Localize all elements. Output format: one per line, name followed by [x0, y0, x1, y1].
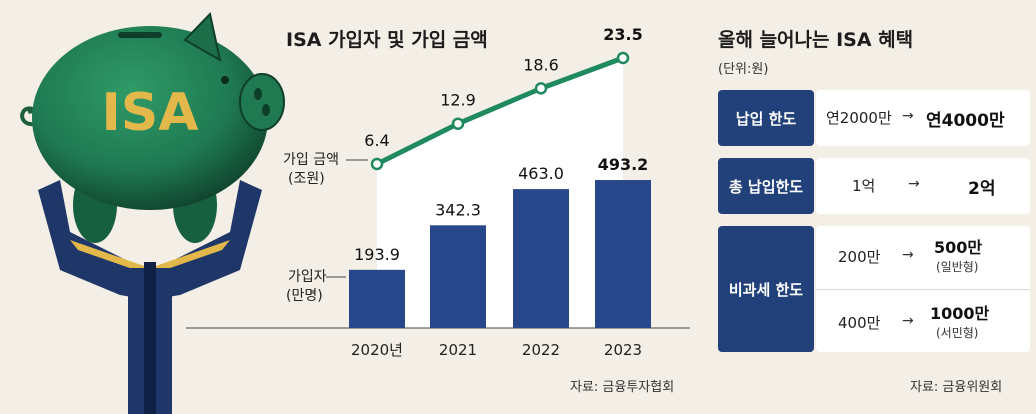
bar-2022 — [513, 189, 569, 328]
benefit-value-box: 연2000만 → 연4000만 — [816, 90, 1030, 146]
line-area-backdrop — [377, 58, 623, 328]
benefit-to: 연4000만 — [926, 111, 1005, 131]
arrow-icon: → — [902, 108, 914, 124]
piggy-bank-illustration: ISA — [20, 11, 285, 414]
line-point — [534, 82, 548, 95]
bar-legend-label: 가입자 — [288, 269, 327, 285]
right-hand — [150, 180, 262, 300]
bar-value-label: 342.3 — [435, 200, 481, 219]
bar-value-label: 493.2 — [598, 155, 649, 174]
line-point — [370, 157, 384, 171]
pig-snout — [239, 73, 285, 131]
line-value-label: 12.9 — [440, 91, 476, 110]
bar-value-label: 193.9 — [354, 245, 400, 264]
divider — [816, 289, 1030, 290]
line-value-label: 23.5 — [603, 25, 642, 44]
benefit-label: 총 납입한도 — [718, 158, 814, 214]
benefit-row-payment-limit: 납입 한도 연2000만 → 연4000만 — [718, 90, 1030, 146]
pig-ear — [183, 11, 222, 62]
arrow-icon: → — [902, 247, 914, 263]
source-left: 자료: 금융투자협회 — [570, 380, 675, 395]
line-value-label: 18.6 — [523, 55, 559, 74]
chart-title: ISA 가입자 및 가입 금액 — [286, 29, 488, 51]
benefit-to-note: (일반형) — [936, 260, 979, 274]
x-tick-label: 2023 — [604, 341, 642, 359]
pig-body — [32, 26, 268, 210]
bar-2023 — [595, 180, 651, 328]
benefit-to: 1000만 — [930, 304, 990, 323]
combo-chart: 193.9 342.3 463.0 493.2 2020년 2021 2022 2023 6.4… — [186, 25, 690, 359]
bar-2021 — [430, 225, 486, 328]
line-point — [616, 51, 630, 65]
bar-legend-unit: (만명) — [286, 288, 323, 304]
benefit-to: 2억 — [968, 179, 996, 199]
left-hand — [38, 180, 150, 300]
benefit-row-tax-free-limit: 비과세 한도 200만 → 500만 (일반형) 400만 → 1000만 (서… — [718, 226, 1030, 352]
benefit-from: 연2000만 — [826, 109, 892, 127]
line-value-label: 6.4 — [364, 131, 389, 150]
bar-value-label: 463.0 — [518, 164, 564, 183]
line-legend-unit: (조원) — [288, 171, 325, 187]
benefit-label: 납입 한도 — [718, 90, 814, 146]
benefits-unit: (단위:원) — [718, 62, 769, 77]
benefit-from: 1억 — [852, 177, 876, 195]
benefit-value-box: 1억 → 2억 — [816, 158, 1030, 214]
line-series — [375, 55, 624, 167]
line-point — [451, 117, 465, 130]
benefit-to: 500만 — [934, 238, 983, 257]
benefits-title: 올해 늘어나는 ISA 혜택 — [718, 29, 914, 51]
arrow-icon: → — [902, 313, 914, 329]
arrow-icon: → — [908, 176, 920, 192]
x-tick-label: 2021 — [439, 341, 477, 359]
benefit-label: 비과세 한도 — [718, 226, 814, 352]
piggy-text: ISA — [101, 83, 198, 143]
benefit-from: 400만 — [838, 314, 881, 332]
source-right: 자료: 금융위원회 — [910, 380, 1003, 395]
benefit-from: 200만 — [838, 248, 881, 266]
x-tick-label: 2022 — [522, 341, 560, 359]
x-tick-label: 2020년 — [351, 341, 403, 359]
line-legend-label: 가입 금액 — [283, 152, 339, 168]
bar-2020년 — [349, 269, 405, 328]
benefit-row-total-limit: 총 납입한도 1억 → 2억 — [718, 158, 1030, 214]
benefit-to-note: (서민형) — [936, 326, 979, 340]
